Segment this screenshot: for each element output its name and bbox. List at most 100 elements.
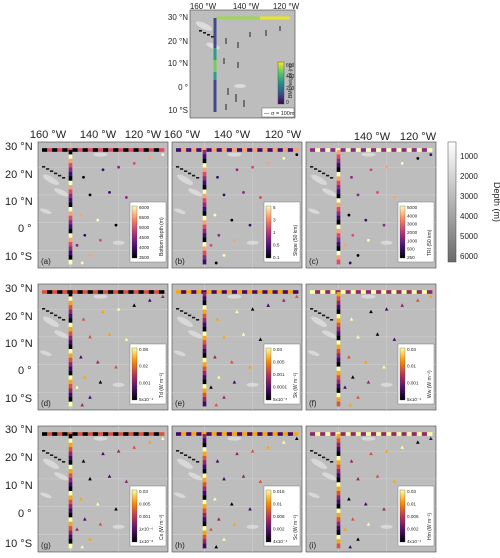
top-track	[213, 16, 290, 112]
colorbar-label: Sc (W m⁻²)	[293, 515, 299, 540]
colorbar-tick: 0.006	[273, 514, 285, 519]
grid-lon-tick-5: 120 °W	[265, 129, 302, 141]
top-station-bars	[223, 26, 281, 110]
track-meridian	[202, 150, 207, 265]
lat-tick: 10 °N	[5, 480, 33, 492]
depth-colorbar-label: Depth (m)	[492, 182, 500, 222]
track-meridian	[202, 434, 207, 549]
colorbar-tick: 0.001	[273, 372, 285, 377]
depth-tick-2: 3000	[460, 192, 478, 201]
colorbar-tick: 5000	[407, 205, 418, 210]
colorbar-tick: 0.08	[139, 347, 148, 352]
colorbar-tick: 5x10⁻⁴	[407, 397, 421, 402]
depth-tick-5: 6000	[460, 252, 478, 261]
top-lat-tick-0: 30 °N	[168, 13, 188, 22]
colorbar-label: TRI (50 km)	[427, 229, 433, 256]
colorbar	[131, 205, 138, 259]
grid-lat-row-1: 30 °N 20 °N 10 °N 0 ° 10 °S	[5, 283, 33, 405]
colorbar-tick: 0.001	[139, 514, 151, 519]
top-cbar-tick-3: 0	[286, 100, 289, 106]
station-markers	[75, 153, 165, 265]
track-horizontal	[42, 290, 165, 294]
colorbar-tick: 250	[407, 255, 415, 260]
panel-letter: (a)	[41, 257, 51, 266]
colorbar-tick: 0.03	[407, 347, 416, 352]
colorbar-label: Bottom depth (m)	[159, 217, 165, 256]
colorbar-tick: 0.002	[273, 527, 285, 532]
grid-lon-tick-3: 160 °W	[164, 129, 201, 141]
colorbar-tick: 500	[407, 247, 415, 252]
station-markers	[343, 153, 433, 265]
seamounts	[308, 152, 417, 256]
grid-lat-row-2: 30 °N 20 °N 10 °N 0 ° 10 °S	[5, 424, 33, 550]
seamounts	[174, 436, 283, 540]
panel-f: (f) 0.03 0.01 0.001 5x10⁻⁴ Ww (W m⁻²)	[305, 283, 437, 411]
track-horizontal	[42, 148, 165, 152]
colorbar-label: Slope (50 km)	[293, 225, 299, 256]
colorbar-tick: 6000	[139, 205, 150, 210]
colorbar-tick: 5x10⁻⁶	[273, 397, 287, 402]
islands	[176, 166, 200, 179]
colorbar-tick: 0.01	[407, 364, 416, 369]
track-meridian	[336, 434, 341, 549]
top-scale-box	[261, 107, 295, 118]
lat-tick: 30 °N	[5, 141, 33, 153]
colorbar-tick: 0.001	[407, 380, 419, 385]
depth-tick-3: 4000	[460, 212, 478, 221]
panel-letter: (i)	[309, 541, 316, 550]
panel-e: (e) 0.03 0.005 0.001 0.0001 5x10⁻⁶ Sk (W m⁻²)	[171, 283, 303, 411]
grid-lon-tick-6: 140 °W	[354, 131, 391, 143]
panel-h: (h) 0.016 0.01 0.006 0.002 4x10⁻⁴ Sc (W m⁻²)	[171, 425, 303, 553]
colorbar-tick: 0.1	[273, 255, 280, 260]
lat-tick: 10 °S	[5, 538, 32, 550]
grid-lon-tick-0: 160 °W	[30, 129, 67, 141]
top-cbar-tick-1: 400	[286, 74, 295, 80]
top-colorbar	[277, 61, 285, 105]
panel-letter: (b)	[175, 257, 185, 266]
track-horizontal	[42, 432, 165, 436]
colorbar-tick: 4x10⁻⁴	[273, 539, 287, 544]
colorbar-tick: 0.01	[273, 502, 282, 507]
lat-tick: 10 °S	[5, 251, 32, 263]
colorbar-tick: 0.01	[407, 502, 416, 507]
lat-tick: 30 °N	[5, 283, 33, 295]
top-lat-tick-1: 20 °N	[168, 37, 188, 46]
grid-lon-tick-4: 140 °W	[214, 129, 251, 141]
colorbar-label: Ww (W m⁻²)	[427, 370, 433, 398]
panel-letter: (h)	[175, 541, 185, 550]
track-meridian	[202, 292, 207, 407]
colorbar-tick: 0.005	[273, 360, 285, 365]
panel-letter: (f)	[309, 399, 317, 408]
panel-letter: (d)	[41, 399, 51, 408]
colorbar-tick: 0.016	[273, 489, 285, 494]
top-colorbar-label: BML height (m)	[288, 64, 294, 98]
colorbar-tick: 4000	[139, 245, 150, 250]
track-meridian	[336, 150, 341, 265]
colorbar-label: Sk (W m⁻²)	[293, 373, 299, 398]
top-panel: BML height (m) 600 400 200 0 — σ = 100m …	[168, 2, 300, 119]
grid-lon-tick-2: 120 °W	[125, 129, 162, 141]
colorbar-label: Td (W m⁻²)	[159, 373, 165, 398]
colorbar	[265, 489, 272, 543]
colorbar-tick: 0.02	[139, 364, 148, 369]
lat-tick: 0 °	[18, 365, 32, 377]
station-markers	[209, 153, 299, 265]
lat-tick: 20 °N	[5, 452, 33, 464]
track-horizontal	[176, 432, 299, 436]
colorbar	[399, 205, 406, 259]
colorbar-tick: 5000	[139, 225, 150, 230]
colorbar-label: Hm (W m⁻²)	[427, 513, 433, 540]
grid-axis-labels: 160 °W 140 °W 120 °W 160 °W 140 °W 120 °…	[5, 129, 437, 550]
station-markers	[75, 294, 165, 407]
track-meridian	[68, 292, 73, 407]
station-markers	[209, 436, 299, 549]
track-horizontal	[176, 290, 299, 294]
lat-tick: 0 °	[18, 508, 32, 520]
islands	[176, 308, 200, 321]
lat-tick: 20 °N	[5, 311, 33, 323]
islands	[42, 450, 66, 463]
colorbar-tick: 2000	[407, 230, 418, 235]
colorbar	[265, 205, 272, 259]
colorbar-tick: 0.5	[273, 243, 280, 248]
